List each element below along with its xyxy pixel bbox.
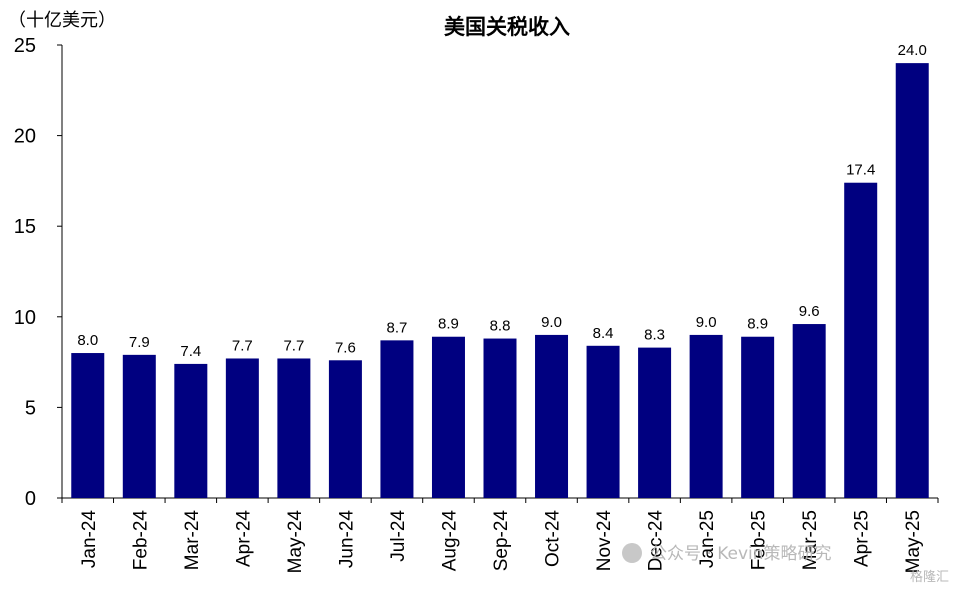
brand-watermark: 格隆汇 (910, 569, 949, 585)
data-labels: 8.0 7.9 7.4 7.7 7.7 7.6 8.7 8.9 8.8 9.0 8.4 8.3 9.0 8… (77, 42, 927, 360)
x-category-label: Feb-25 (749, 510, 770, 570)
chart-title: 美国关税收入 (444, 15, 570, 39)
data-label: 8.7 (387, 319, 408, 336)
bar (431, 336, 465, 498)
bar (792, 324, 826, 498)
unit-label: （十亿美元） (8, 10, 116, 31)
data-label: 17.4 (846, 162, 875, 179)
bar (174, 363, 208, 498)
x-category-label: Jan-24 (79, 510, 100, 569)
data-label: 7.4 (180, 343, 201, 360)
x-category-label: Jul-24 (388, 510, 409, 562)
y-tick-label: 0 (25, 488, 36, 510)
x-category-label: Mar-24 (182, 510, 203, 571)
data-label: 8.9 (438, 316, 459, 333)
x-category-label: Nov-24 (594, 510, 615, 572)
x-category-label: May-25 (903, 510, 924, 573)
bar (328, 360, 362, 498)
x-category-label: Mar-25 (800, 510, 821, 570)
x-category-label: Apr-24 (233, 510, 254, 567)
x-axis-labels: Jan-24 Feb-24 Mar-24 Apr-24 May-24 Jun-24 Jul-… (79, 510, 924, 574)
data-label: 8.8 (490, 318, 511, 335)
bar (380, 340, 414, 498)
bar (741, 336, 775, 498)
data-label: 9.6 (799, 303, 820, 320)
bar (71, 353, 105, 498)
x-category-label: Jun-24 (336, 510, 357, 569)
bars (71, 63, 929, 499)
y-tick-label: 20 (14, 126, 36, 148)
y-tick-label: 15 (14, 216, 36, 238)
y-tick-label: 25 (14, 35, 36, 57)
x-category-label: Oct-24 (543, 510, 564, 567)
data-label: 8.4 (593, 325, 614, 342)
x-category-label: Aug-24 (439, 510, 460, 572)
wechat-icon (622, 543, 642, 563)
data-label: 8.0 (77, 332, 98, 349)
bar (122, 354, 156, 498)
x-category-label: Apr-25 (852, 510, 873, 567)
bar (895, 63, 929, 499)
x-category-label: Jan-25 (697, 510, 718, 568)
y-tick-label: 10 (14, 307, 36, 329)
data-label: 7.9 (129, 334, 150, 351)
bar (638, 347, 672, 498)
y-axis-labels: 0 5 10 15 20 25 (14, 35, 36, 510)
data-label: 7.7 (232, 337, 253, 354)
watermark-text: 公众号 · Kevin策略研究 (650, 544, 832, 564)
x-category-label: Sep-24 (491, 510, 512, 572)
x-category-label: Dec-24 (646, 510, 667, 572)
data-label: 7.7 (283, 337, 304, 354)
bar (689, 334, 723, 498)
bar (535, 334, 569, 498)
x-category-label: Feb-24 (130, 510, 151, 571)
bar (844, 182, 878, 498)
x-category-label: May-24 (285, 510, 306, 574)
watermark: 公众号 · Kevin策略研究 格隆汇 (622, 543, 949, 585)
data-label: 8.3 (644, 327, 665, 344)
bar (225, 358, 259, 498)
data-label: 9.0 (696, 314, 717, 331)
bar (586, 345, 620, 498)
bar (277, 358, 311, 498)
axes (57, 44, 939, 503)
data-label: 8.9 (747, 316, 768, 333)
bar (483, 338, 517, 498)
data-label: 9.0 (541, 314, 562, 331)
data-label: 7.6 (335, 339, 356, 356)
y-tick-label: 5 (25, 397, 36, 419)
data-label: 24.0 (898, 42, 927, 59)
